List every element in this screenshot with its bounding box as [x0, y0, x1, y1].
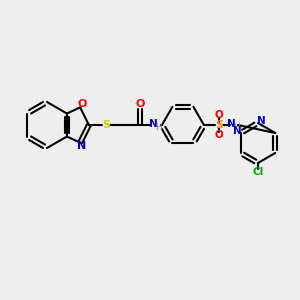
Text: S: S: [215, 120, 223, 130]
Text: O: O: [214, 110, 223, 120]
Text: N: N: [77, 141, 87, 151]
Text: O: O: [214, 130, 223, 140]
Text: N: N: [256, 116, 265, 126]
Text: O: O: [77, 99, 87, 110]
Text: Cl: Cl: [252, 167, 263, 177]
Text: O: O: [135, 99, 145, 109]
Text: N: N: [148, 119, 157, 129]
Text: H: H: [155, 122, 162, 131]
Text: N: N: [233, 126, 242, 136]
Text: H: H: [233, 124, 240, 133]
Text: S: S: [102, 120, 110, 130]
Text: N: N: [226, 119, 235, 129]
